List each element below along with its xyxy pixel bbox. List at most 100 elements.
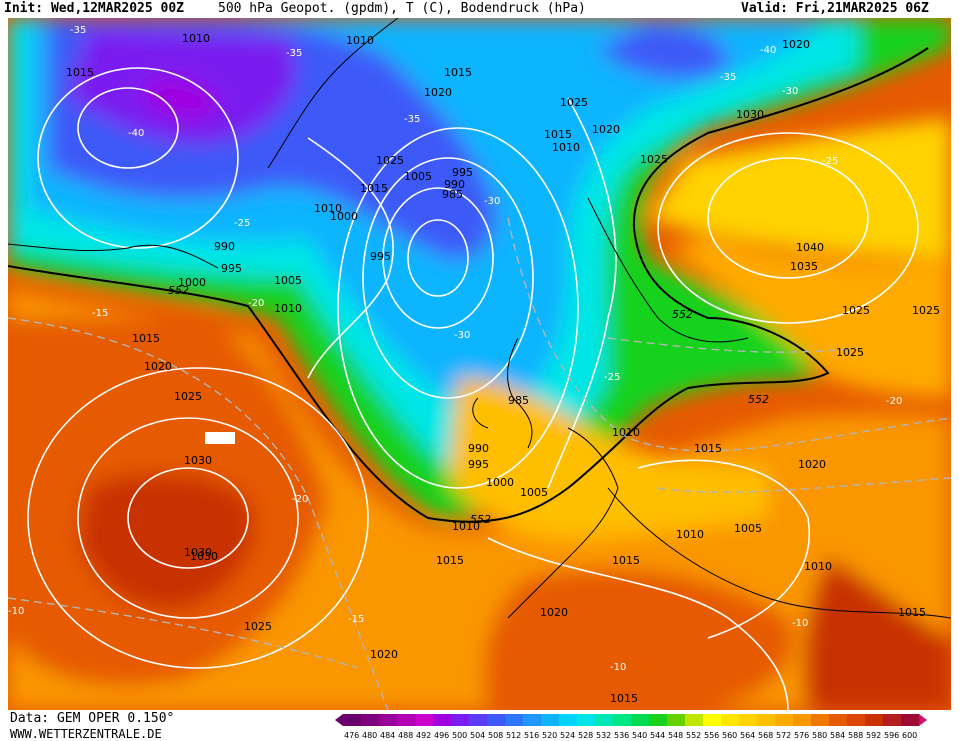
legend-swatch [451, 714, 469, 726]
legend-value: 524 [560, 731, 575, 740]
isobar-label: 1020 [592, 123, 620, 136]
isobar-label: 1015 [610, 692, 638, 705]
temp-label: -30 [782, 86, 798, 97]
geopot-label: 552 [168, 284, 189, 297]
isobar-label: 1025 [912, 304, 940, 317]
legend-swatch [559, 714, 577, 726]
legend-value: 476 [344, 731, 359, 740]
legend-value: 536 [614, 731, 629, 740]
isobar-label: 1025 [560, 96, 588, 109]
legend-swatch [721, 714, 739, 726]
legend-swatch [595, 714, 613, 726]
isobar-label: 1010 [346, 34, 374, 47]
legend-value: 568 [758, 731, 773, 740]
isobar-label: 1010 [274, 302, 302, 315]
legend-value: 496 [434, 731, 449, 740]
legend-swatch [577, 714, 595, 726]
legend-swatch [775, 714, 793, 726]
isobar-label: 1005 [520, 486, 548, 499]
isobar-label: 1015 [360, 182, 388, 195]
legend-value: 596 [884, 731, 899, 740]
legend-swatch [649, 714, 667, 726]
legend-value: 500 [452, 731, 467, 740]
temp-label: -25 [234, 218, 250, 229]
legend-value: 588 [848, 731, 863, 740]
geopotential-labels: 552 552 552 552 [168, 284, 769, 526]
isobar-label: 1020 [782, 38, 810, 51]
legend-value: 516 [524, 731, 539, 740]
isobar-label: 990 [214, 240, 235, 253]
data-source: Data: GEM OPER 0.150° [10, 711, 175, 726]
isobar-label: 1005 [404, 170, 432, 183]
legend-swatch [847, 714, 865, 726]
temp-label: -25 [822, 156, 838, 167]
legend-value: 552 [686, 731, 701, 740]
legend-value: 584 [830, 731, 845, 740]
legend-swatch [487, 714, 505, 726]
temp-label: -10 [610, 662, 626, 673]
temp-label: -25 [604, 372, 620, 383]
temp-label: -15 [348, 614, 364, 625]
legend-swatch [883, 714, 901, 726]
legend-swatch [469, 714, 487, 726]
temp-label: -20 [292, 494, 308, 505]
legend-swatch [613, 714, 631, 726]
isobar-label: 1010 [182, 32, 210, 45]
weather-map: 1030 1030 1025 1025 1020 1015 1010 1005 … [8, 18, 951, 710]
legend-value: 528 [578, 731, 593, 740]
legend-swatch [757, 714, 775, 726]
isobar-label: 1030 [736, 108, 764, 121]
isobar-label: 1020 [540, 606, 568, 619]
legend-arrow-left [335, 714, 343, 726]
isobar-label: 1010 [612, 426, 640, 439]
isobar-label: 1030 [184, 546, 212, 559]
legend-swatch [541, 714, 559, 726]
legend-value: 560 [722, 731, 737, 740]
legend-swatch [811, 714, 829, 726]
legend-value: 572 [776, 731, 791, 740]
isobar-label: 1025 [174, 390, 202, 403]
temp-label: -40 [760, 45, 776, 56]
isobar-label: 1015 [66, 66, 94, 79]
isobar-label: 1020 [798, 458, 826, 471]
isobar-label: 1010 [676, 528, 704, 541]
legend-value: 544 [650, 731, 665, 740]
legend-swatch [739, 714, 757, 726]
isobar-label: 1015 [436, 554, 464, 567]
legend-swatch [901, 714, 919, 726]
map-title: 500 hPa Geopot. (gpdm), T (C), Bodendruc… [218, 1, 586, 16]
high-center: 1030 [190, 550, 218, 563]
legend-value: 556 [704, 731, 719, 740]
legend-value: 508 [488, 731, 503, 740]
isobar-label: 1000 [178, 276, 206, 289]
legend-swatch [685, 714, 703, 726]
isobar-label: 995 [370, 250, 391, 263]
temp-label: -30 [454, 330, 470, 341]
map-svg: 1030 1030 1025 1025 1020 1015 1010 1005 … [8, 18, 951, 710]
legend-swatch [361, 714, 379, 726]
legend-swatch [667, 714, 685, 726]
isobar-label: 1025 [244, 620, 272, 633]
legend-swatch [379, 714, 397, 726]
legend-swatch [397, 714, 415, 726]
legend-swatch [415, 714, 433, 726]
legend-swatch [343, 714, 361, 726]
isobar-label: 1025 [376, 154, 404, 167]
isotherms [8, 217, 951, 710]
legend-swatch [793, 714, 811, 726]
low-center: 985 [508, 394, 529, 407]
legend-value: 512 [506, 731, 521, 740]
temp-label: -10 [8, 606, 24, 617]
temp-label: -30 [484, 196, 500, 207]
temperature-labels: -35 -35 -40 -35 -30 -25 -20 -15 -30 -25 … [8, 25, 902, 673]
legend-swatch [505, 714, 523, 726]
temp-label: -35 [286, 48, 302, 59]
legend-value: 480 [362, 731, 377, 740]
isobar-label: 1030 [184, 454, 212, 467]
temp-label: -20 [248, 298, 264, 309]
legend-swatch [829, 714, 847, 726]
isobar-label: 995 [452, 166, 473, 179]
isobar-label: 1015 [544, 128, 572, 141]
temp-label: -15 [92, 308, 108, 319]
legend-value: 548 [668, 731, 683, 740]
